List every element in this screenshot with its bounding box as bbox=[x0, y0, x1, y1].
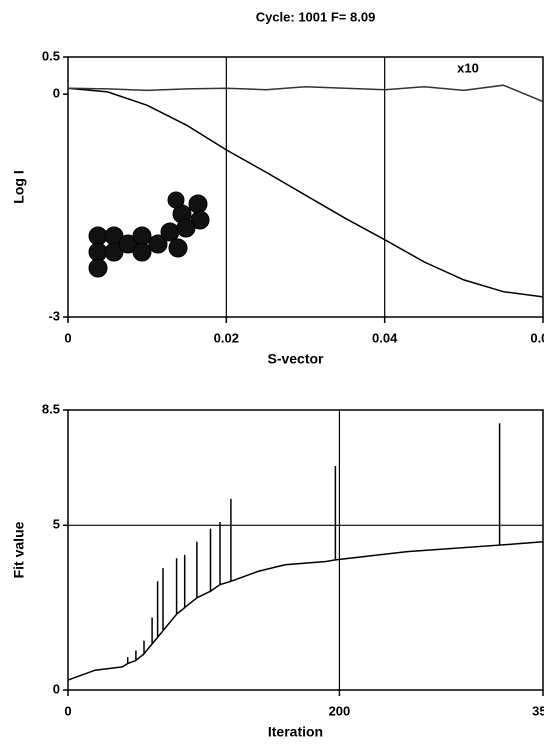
chart-title: Cycle: 1001 F= 8.09 bbox=[256, 9, 376, 24]
x-tick-label: 0 bbox=[64, 703, 71, 718]
y-axis-label: Log I bbox=[11, 170, 27, 203]
x-tick-label: 350 bbox=[532, 703, 544, 718]
plot-frame bbox=[67, 409, 544, 691]
annotation: x10 bbox=[457, 60, 479, 75]
x-tick-label: 0.06 bbox=[530, 330, 544, 345]
x-tick-label: 0 bbox=[64, 330, 71, 345]
y-tick-label: 5 bbox=[53, 517, 60, 532]
y-tick-label: 0 bbox=[53, 86, 60, 101]
molecule bbox=[88, 191, 210, 278]
x-tick-label: 0.02 bbox=[214, 330, 239, 345]
x-axis-label: Iteration bbox=[268, 724, 323, 740]
y-tick-label: 0 bbox=[53, 681, 60, 696]
y-tick-label: 0.5 bbox=[42, 48, 60, 63]
data-line bbox=[67, 423, 544, 681]
data-line bbox=[67, 84, 544, 103]
y-tick-label: 8.5 bbox=[42, 401, 60, 416]
x-axis-label: S-vector bbox=[267, 351, 324, 367]
data-line bbox=[67, 87, 544, 298]
x-tick-label: 0.04 bbox=[372, 330, 398, 345]
plot-frame bbox=[67, 56, 544, 318]
x-tick-label: 200 bbox=[329, 703, 351, 718]
y-axis-label: Fit value bbox=[11, 521, 27, 578]
y-tick-label: -3 bbox=[48, 308, 60, 323]
